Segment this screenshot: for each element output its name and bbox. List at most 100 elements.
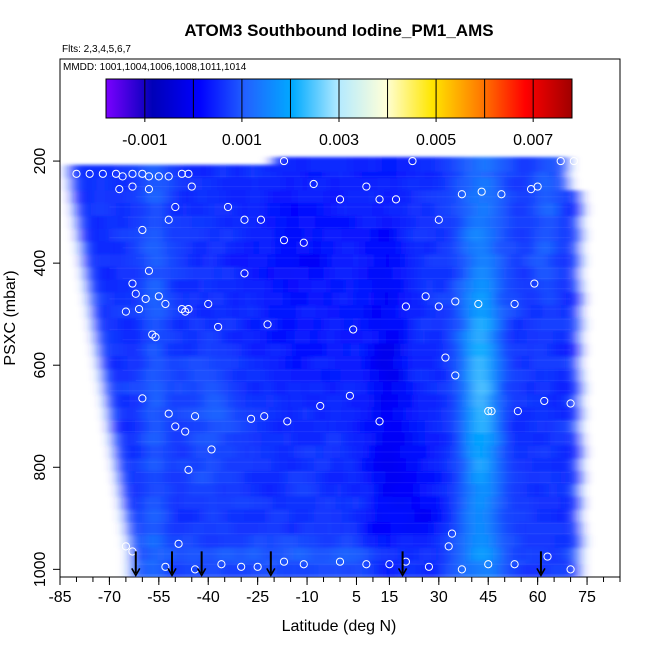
heatmap-cell [257,318,264,332]
heatmap-cell [389,215,396,230]
heatmap-cell [517,483,523,498]
heatmap-cell [227,343,234,357]
heatmap-cell [177,190,184,204]
heatmap-cell [575,534,581,549]
heatmap-cell [547,458,554,472]
heatmap-cell [252,343,258,357]
heatmap-cell [498,369,505,383]
heatmap-cell [181,215,188,230]
heatmap-cell [363,356,369,370]
heatmap-cell [258,534,265,549]
heatmap-cell [503,564,509,577]
heatmap-cell [411,381,418,395]
heatmap-cell [417,445,423,459]
heatmap-cell [272,254,278,268]
heatmap-cell [213,471,220,485]
heatmap-cell [503,547,509,561]
heatmap-cell [167,369,174,383]
heatmap-cell [174,228,180,242]
heatmap-cell [121,241,128,255]
heatmap-cell [555,266,562,281]
heatmap-cell [223,318,229,332]
heatmap-cell [464,279,470,293]
heatmap-cell [95,203,102,217]
heatmap-cell [496,445,502,459]
heatmap-cell [553,432,559,446]
heatmap-cell [239,177,246,191]
heatmap-cell [349,564,356,577]
heatmap-cell [234,509,241,523]
heatmap-cell [337,471,343,485]
heatmap-cell [254,509,261,523]
heatmap-cell [519,496,525,510]
heatmap-cell [465,407,471,421]
heatmap-cell [320,305,326,319]
heatmap-cell [467,266,473,281]
heatmap-cell [571,420,577,434]
heatmap-cell [421,292,428,306]
heatmap-cell [303,156,310,172]
heatmap-cell [446,203,453,217]
heatmap-cell [401,471,408,485]
heatmap-cell [282,496,288,510]
observation-marker [457,190,466,199]
heatmap-cell [256,369,262,383]
heatmap-cell [391,381,398,395]
heatmap-cell [376,471,383,485]
observation-marker [217,560,226,569]
heatmap-cell [152,215,158,230]
heatmap-cell [361,496,367,510]
heatmap-cell [510,228,516,242]
heatmap-cell [84,164,91,179]
heatmap-cell [180,420,187,434]
heatmap-cell [340,522,347,536]
heatmap-cell [150,356,157,370]
heatmap-cell [426,534,433,549]
heatmap-cell [421,534,428,549]
heatmap-cell [497,241,503,255]
heatmap-cell [283,534,290,549]
heatmap-cell [135,534,141,549]
heatmap-cell [247,164,254,179]
heatmap-cell [363,156,369,172]
heatmap-cell [264,420,271,434]
heatmap-cell [188,496,194,510]
heatmap-cell [484,190,490,204]
heatmap-cell [172,458,178,472]
heatmap-cell [116,330,123,344]
heatmap-cell [217,254,224,268]
heatmap-cell [414,547,420,561]
heatmap-cell [158,164,165,179]
heatmap-cell [481,509,488,523]
heatmap-cell [564,471,571,485]
heatmap-cell [340,190,347,204]
heatmap-cell [428,305,435,319]
heatmap-cell [470,471,477,485]
observation-marker [385,560,394,569]
observation-marker [181,427,190,436]
heatmap-cell [131,241,138,255]
heatmap-cell [483,547,489,561]
heatmap-cell [74,164,81,179]
heatmap-cell [188,343,194,357]
heatmap-cell [277,496,283,510]
heatmap-cell [318,445,324,459]
heatmap-cell [272,496,278,510]
heatmap-cell [81,177,88,191]
heatmap-cell [439,458,445,472]
heatmap-cell [211,305,217,319]
heatmap-cell [250,394,257,408]
heatmap-cell [204,203,211,217]
heatmap-cell [515,471,521,485]
plot-area [59,58,621,578]
heatmap-cell [167,458,173,472]
heatmap-cell [563,522,569,536]
heatmap-cell [320,279,327,293]
heatmap-cell [549,471,556,485]
heatmap-cell [281,343,288,357]
heatmap-cell [342,534,349,549]
heatmap-cell [301,254,308,268]
heatmap-cell [117,305,124,319]
heatmap-cell [290,394,296,408]
heatmap-cell [190,420,197,434]
